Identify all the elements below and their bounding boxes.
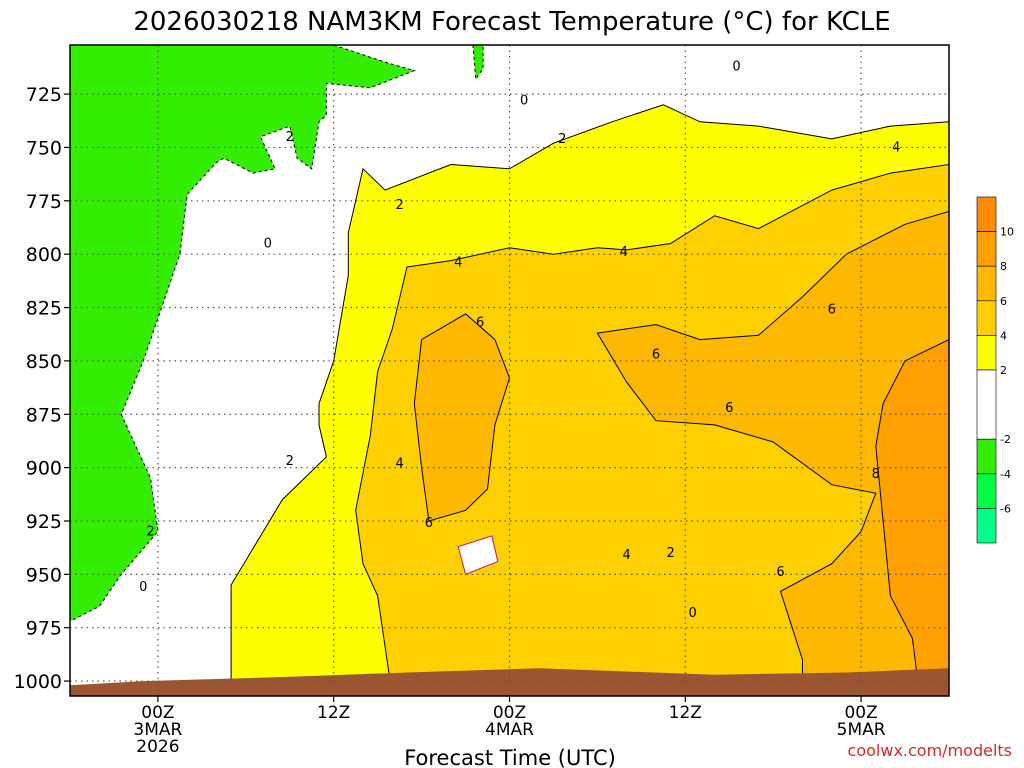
gridlines	[70, 45, 949, 696]
contour-label: 8	[872, 467, 880, 482]
colorbar-tick-label: -4	[1000, 468, 1011, 481]
y-tick-label: 975	[26, 618, 62, 640]
contour-label: 6	[652, 347, 660, 362]
colorbar-tick-label: 8	[1000, 260, 1007, 273]
y-tick-label: 825	[26, 298, 62, 320]
contour-label: 6	[828, 303, 836, 318]
x-tick-label: 12Z	[669, 703, 702, 723]
colorbar-tick-label: 4	[1000, 329, 1007, 342]
colorbar-bin	[976, 196, 997, 232]
colorbar-bin	[976, 231, 997, 267]
contour-label: 4	[395, 456, 403, 471]
orange-region-6-8	[413, 313, 511, 522]
colorbar: 10 8 6 4 2 -2 -4 -6	[976, 196, 1014, 544]
contour-label: 0	[264, 237, 272, 252]
x-tick-label: 2026	[136, 737, 179, 757]
green-cold-region	[70, 45, 416, 622]
contour-label: 6	[425, 516, 433, 531]
x-tick-label: 00Z	[141, 703, 174, 723]
contour-label: 2	[667, 546, 675, 561]
colorbar-bin	[976, 438, 997, 475]
credit-link[interactable]: coolwx.com/modelts	[848, 741, 1012, 760]
x-tick-label: 5MAR	[837, 720, 886, 740]
colorbar-bin	[976, 369, 997, 440]
y-tick-label: 775	[26, 191, 62, 213]
y-axis-pressure: 1000 975 950 925 900 875 850 825 800 775 750 725	[14, 84, 70, 693]
contour-label: 4	[892, 140, 900, 155]
chart-title: 2026030218 NAM3KM Forecast Temperature (…	[133, 7, 890, 37]
y-tick-label: 1000	[14, 671, 62, 693]
y-tick-label: 800	[26, 244, 62, 266]
contour-label: 4	[623, 548, 631, 563]
contour-label: 0	[732, 59, 740, 74]
y-tick-label: 875	[26, 404, 62, 426]
contour-label: 6	[725, 401, 733, 416]
y-tick-label: 725	[26, 84, 62, 106]
colorbar-tick-label: -6	[1000, 502, 1011, 515]
gold-region-1	[355, 163, 949, 696]
colorbar-tick-label: 2	[1000, 364, 1007, 377]
contour-label: 0	[139, 580, 147, 595]
colorbar-tick-label: -2	[1000, 433, 1011, 446]
contour-label: 2	[558, 132, 566, 147]
contour-label: 0	[520, 93, 528, 108]
orange-region-6-8-east	[596, 210, 949, 696]
colorbar-tick-label: 10	[1000, 226, 1014, 239]
contour-label: 2	[286, 130, 294, 145]
y-tick-label: 950	[26, 564, 62, 586]
contour-label: 4	[454, 256, 462, 271]
x-tick-label: 3MAR	[133, 720, 182, 740]
y-tick-label: 925	[26, 511, 62, 533]
dark-orange-region-8-10	[875, 339, 949, 696]
contour-label: 6	[776, 565, 784, 580]
y-tick-label: 900	[26, 458, 62, 480]
contour-label: 2	[395, 198, 403, 213]
x-tick-label: 4MAR	[485, 720, 534, 740]
ground	[70, 668, 949, 696]
white-yellow-gap	[457, 535, 499, 575]
contour-label: 2	[146, 525, 154, 540]
contour-labels: 0 0 2 2 4 2 0 4 4 6 6 6 6 2 4 8 6 2 4 2 6 0 0	[139, 59, 900, 620]
x-tick-label: 00Z	[493, 703, 526, 723]
colorbar-bin	[976, 300, 997, 336]
y-tick-label: 750	[26, 137, 62, 159]
contour-label: 6	[476, 315, 484, 330]
colorbar-bin	[976, 473, 997, 509]
contour-label: 0	[688, 606, 696, 621]
x-axis-label: Forecast Time (UTC)	[404, 746, 616, 768]
colorbar-bin	[976, 508, 997, 544]
contour-label: 4	[620, 245, 628, 260]
green-cold-patch	[472, 45, 484, 81]
x-tick-label: 00Z	[844, 703, 877, 723]
colorbar-bin	[976, 335, 997, 371]
contour-label: 2	[286, 454, 294, 469]
y-tick-label: 850	[26, 351, 62, 373]
colorbar-tick-label: 6	[1000, 295, 1007, 308]
colorbar-bin	[976, 265, 997, 302]
temperature-fill-layer	[70, 45, 949, 696]
x-tick-label: 12Z	[317, 703, 350, 723]
